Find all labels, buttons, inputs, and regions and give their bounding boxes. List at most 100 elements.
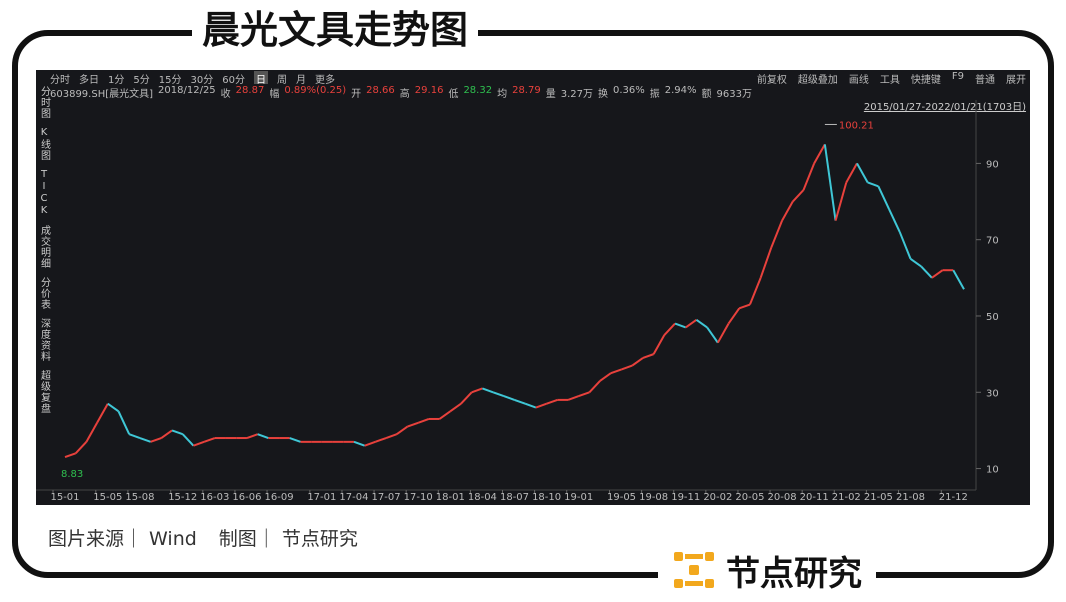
- tool-button[interactable]: 画线: [848, 75, 869, 86]
- field-value: 28.87: [235, 85, 265, 96]
- field-value: 3.27万: [560, 89, 593, 100]
- tool-button[interactable]: 60分: [222, 75, 245, 86]
- price-segment: [257, 433, 269, 439]
- tool-button[interactable]: 展开: [1006, 75, 1026, 86]
- tool-button[interactable]: 日: [253, 71, 268, 86]
- x-tick-label: 20-02: [703, 492, 732, 503]
- price-segment: [193, 440, 205, 447]
- price-segment: [610, 368, 622, 375]
- tool-button[interactable]: 超级叠加: [797, 75, 838, 86]
- price-segment: [364, 440, 376, 447]
- price-segment: [203, 437, 216, 443]
- field-label: 量: [545, 89, 556, 100]
- tool-button[interactable]: 分时: [50, 75, 70, 86]
- price-segment: [353, 440, 366, 447]
- field-label: 幅: [269, 89, 280, 100]
- price-segment: [652, 334, 666, 355]
- x-tick-label: 19-11: [671, 492, 700, 503]
- price-segment: [524, 402, 537, 409]
- price-segment: [246, 433, 258, 439]
- price-segment: [931, 269, 944, 279]
- tool-button[interactable]: 30分: [190, 75, 214, 86]
- price-segment: [460, 391, 473, 405]
- x-tick-label: 15-01: [50, 492, 79, 503]
- x-tick-label: 18-04: [468, 492, 497, 503]
- source: 图片来源｜ Wind: [48, 528, 197, 550]
- price-segment: [375, 437, 387, 443]
- price-segment: [877, 185, 890, 210]
- tool-button[interactable]: 更多: [314, 75, 335, 86]
- price-segment: [407, 421, 419, 428]
- price-segment: [535, 402, 547, 409]
- tool-button[interactable]: F9: [951, 71, 964, 82]
- field-value: 0.36%: [612, 85, 645, 96]
- price-segment: [439, 410, 451, 420]
- side-tab[interactable]: TICK: [38, 169, 50, 217]
- tool-button[interactable]: 快捷键: [910, 75, 941, 86]
- tool-button[interactable]: 工具: [879, 75, 900, 86]
- side-tab[interactable]: 超级复盘: [38, 370, 50, 414]
- price-segment: [578, 391, 590, 398]
- y-tick-label: 10: [986, 465, 999, 476]
- info-bar: 603899.SH[晨光文具] 2018/12/25 收 28.87 幅 0.89%(0.…: [50, 85, 752, 100]
- field-value: 28.32: [463, 85, 493, 96]
- y-tick-label: 50: [986, 312, 999, 323]
- price-segment: [107, 402, 120, 413]
- price-segment: [171, 429, 184, 436]
- price-segment: [74, 441, 88, 454]
- price-segment: [181, 433, 195, 447]
- price-segment: [952, 269, 965, 290]
- tool-button[interactable]: 普通: [975, 75, 995, 86]
- code: 603899.SH[晨光文具]: [50, 89, 154, 100]
- price-segment: [706, 326, 719, 344]
- tool-button[interactable]: 15分: [158, 75, 182, 86]
- side-tab[interactable]: 深度资料: [38, 318, 50, 362]
- field-label: 低: [448, 89, 459, 100]
- y-tick-label: 70: [986, 236, 999, 247]
- price-segment: [770, 220, 783, 248]
- side-tab[interactable]: 分价表: [38, 277, 50, 310]
- field-label: 均: [497, 89, 508, 100]
- field-label: 高: [399, 89, 410, 100]
- tool-button[interactable]: 周: [276, 75, 287, 86]
- price-segment: [631, 357, 644, 367]
- price-segment: [289, 437, 301, 443]
- side-tab[interactable]: 分时图: [38, 86, 50, 119]
- tool-button[interactable]: 前复权: [756, 75, 787, 86]
- price-segment: [802, 163, 816, 191]
- price-segment: [117, 410, 131, 435]
- tool-button[interactable]: 5分: [133, 75, 150, 86]
- price-segment: [160, 429, 173, 439]
- x-tick-label: 21-12: [939, 492, 968, 503]
- price-segment: [396, 425, 409, 436]
- tool-button[interactable]: 月: [295, 75, 306, 86]
- x-tick-label: 17-10: [404, 492, 433, 503]
- price-segment: [695, 318, 708, 329]
- x-tick-label: 15-12: [168, 492, 197, 503]
- field-value: 28.79: [512, 85, 541, 96]
- price-segment: [823, 144, 837, 221]
- x-tick-label: 21-02: [832, 492, 861, 503]
- x-tick-label: 15-05: [93, 492, 122, 503]
- date-range[interactable]: 2015/01/27-2022/01/21(1703日): [863, 102, 1026, 113]
- tool-button[interactable]: 1分: [108, 75, 125, 86]
- tool-button[interactable]: 多日: [79, 75, 99, 86]
- side-tab[interactable]: K线图: [38, 127, 50, 161]
- x-tick-label: 17-07: [372, 492, 401, 503]
- price-segment: [749, 277, 762, 305]
- frame: [12, 30, 1054, 578]
- price-segment: [674, 322, 687, 329]
- y-tick-label: 90: [986, 159, 999, 170]
- x-tick-label: 18-01: [436, 492, 465, 503]
- side-tab[interactable]: 成交明细: [38, 225, 50, 269]
- price-segment: [888, 208, 901, 233]
- price-segment: [663, 322, 676, 336]
- terminal: [36, 70, 1030, 505]
- field-value: 9633万: [716, 89, 752, 100]
- price-segment: [503, 395, 515, 401]
- price-segment: [449, 402, 462, 413]
- x-tick-label: 18-07: [500, 492, 529, 503]
- price-segment: [96, 403, 109, 424]
- field-label: 额: [701, 89, 712, 100]
